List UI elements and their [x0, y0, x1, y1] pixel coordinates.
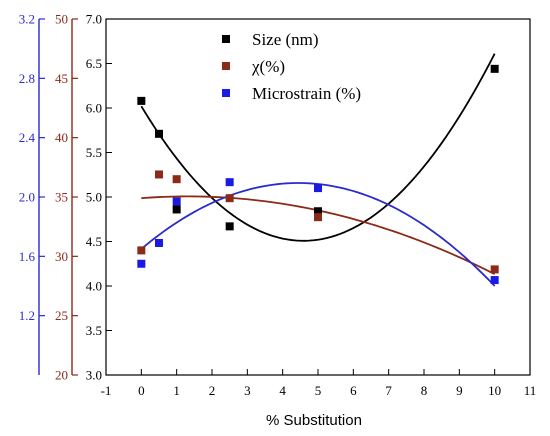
size-axis-tick-label: 7.0 — [86, 12, 102, 27]
x-tick-label: 8 — [421, 383, 428, 398]
x-tick-label: 3 — [244, 383, 251, 398]
x-tick-label: 0 — [138, 383, 145, 398]
data-point-s0-0 — [137, 96, 146, 105]
chi-axis-tick-label: 30 — [55, 249, 68, 264]
axes-layer: -1 0 1 2 3 4 5 6 7 8 9 10 113.03.54.04.55.05.56.06.5… — [19, 12, 537, 399]
x-tick-label: 9 — [456, 383, 463, 398]
size-axis-tick-label: 6.5 — [86, 56, 102, 71]
x-tick-label: 5 — [315, 383, 322, 398]
chi-axis-tick-label: 20 — [55, 368, 68, 383]
fit-curve-0 — [140, 53, 496, 242]
microstrain-axis-tick-label: 3.2 — [19, 12, 35, 27]
legend-label-1: χ(%) — [251, 57, 285, 76]
chi-axis-tick-label: 25 — [55, 308, 68, 323]
data-point-s2-3 — [225, 178, 234, 187]
fit-curve-2 — [140, 182, 496, 287]
size-axis-tick-label: 5.5 — [86, 145, 102, 160]
legend-label-2: Microstrain (%) — [252, 84, 361, 103]
size-axis-tick-label: 4.0 — [86, 279, 102, 294]
data-point-s1-1 — [155, 170, 163, 179]
data-point-s1-2 — [172, 175, 181, 184]
legend-label-0: Size (nm) — [252, 30, 319, 49]
size-axis-tick-label: 6.0 — [86, 101, 102, 116]
x-tick-label: 10 — [488, 383, 501, 398]
microstrain-axis-tick-label: 1.6 — [19, 249, 36, 264]
data-point-s0-1 — [155, 129, 163, 138]
data-point-s0-4 — [314, 207, 322, 216]
microstrain-axis-tick-label: 2.0 — [19, 190, 35, 205]
data-point-s2-1 — [155, 238, 163, 247]
data-point-s0-5 — [490, 64, 499, 73]
microstrain-axis-tick-label: 1.2 — [19, 308, 35, 323]
data-point-s1-0 — [137, 246, 146, 255]
legend-marker-2 — [222, 89, 230, 97]
data-point-s1-3 — [225, 194, 234, 203]
legend: Size (nm) χ(%) Microstrain (%) — [222, 30, 361, 103]
legend-marker-1 — [222, 62, 230, 70]
chi-axis-tick-label: 40 — [55, 130, 68, 145]
x-tick-label: 11 — [524, 383, 537, 398]
x-tick-label: 4 — [279, 383, 286, 398]
data-points-layer — [137, 64, 499, 285]
data-point-s0-2 — [172, 205, 181, 214]
size-axis-tick-label: 4.5 — [86, 234, 102, 249]
data-point-s2-0 — [137, 259, 146, 268]
x-tick-label: 7 — [385, 383, 392, 398]
chi-axis-tick-label: 45 — [55, 71, 68, 86]
chi-axis-tick-label: 50 — [55, 12, 68, 27]
microstrain-axis-tick-label: 2.8 — [19, 71, 35, 86]
data-point-s2-2 — [172, 197, 181, 206]
x-axis-title: % Substitution — [266, 412, 362, 429]
size-axis-tick-label: 3.5 — [86, 323, 102, 338]
size-axis-tick-label: 3.0 — [86, 368, 102, 383]
chi-axis-tick-label: 35 — [55, 190, 68, 205]
data-point-s2-4 — [314, 184, 322, 193]
size-axis-tick-label: 5.0 — [86, 190, 102, 205]
x-tick-label: 2 — [209, 383, 216, 398]
microstrain-axis-tick-label: 2.4 — [19, 130, 36, 145]
data-point-s1-4 — [314, 213, 322, 222]
data-point-s2-5 — [490, 276, 499, 285]
x-tick-label: 6 — [350, 383, 357, 398]
legend-marker-0 — [222, 35, 230, 43]
x-tick-label: -1 — [101, 383, 112, 398]
data-point-s1-5 — [490, 265, 499, 274]
x-tick-label: 1 — [173, 383, 180, 398]
data-point-s0-3 — [225, 222, 234, 231]
